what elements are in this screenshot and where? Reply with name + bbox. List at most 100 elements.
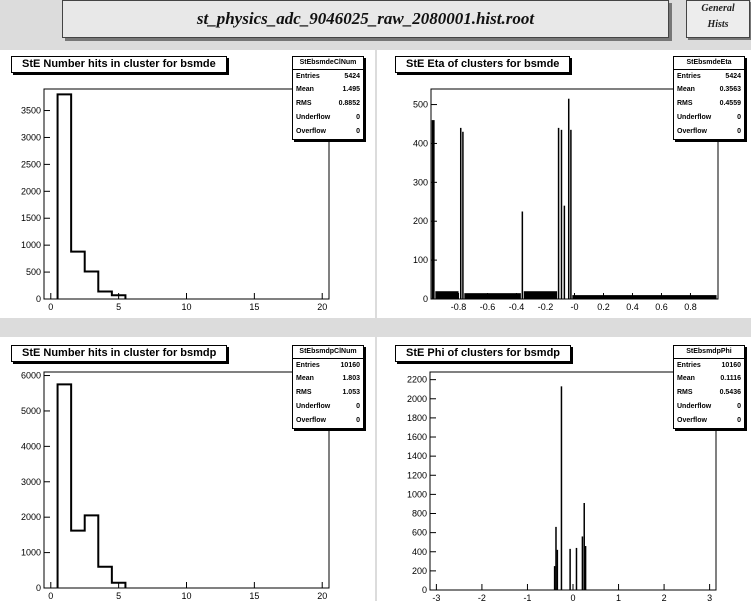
stats-box: StEbsmdeEta Entries 5424 Mean 0.3563 RMS 0.455… <box>673 56 745 140</box>
stats-row-mean: Mean 0.1116 <box>674 372 744 386</box>
x-tick-label: 0 <box>48 302 53 312</box>
stats-label: Overflow <box>296 417 326 424</box>
histogram-bin <box>521 211 524 299</box>
x-tick-label: 20 <box>317 302 327 312</box>
stats-value: 0.1116 <box>720 375 741 382</box>
y-tick-label: 3500 <box>21 106 41 116</box>
x-tick-label: 5 <box>116 591 121 601</box>
y-tick-label: 1500 <box>21 213 41 223</box>
y-tick-label: 0 <box>36 294 41 304</box>
stats-value: 0.8852 <box>338 100 360 107</box>
general-hists-box[interactable]: General Hists <box>686 0 750 38</box>
y-tick-label: 2500 <box>21 159 41 169</box>
file-title: st_physics_adc_9046025_raw_2080001.hist.… <box>196 9 535 28</box>
stats-value: 0.5436 <box>719 389 741 396</box>
stats-row-underflow: Underflow 0 <box>293 111 363 125</box>
x-tick-label: 15 <box>249 591 259 601</box>
histogram-bin <box>462 131 464 299</box>
histogram-bin <box>572 295 717 299</box>
stats-value: 1.495 <box>342 86 360 93</box>
stats-value: 5424 <box>725 73 741 80</box>
stats-value: 0 <box>356 403 360 410</box>
x-tick-label: 3 <box>707 593 712 601</box>
panel-title: StE Number hits in cluster for bsmdp <box>11 345 228 362</box>
stats-row-rms: RMS 0.8852 <box>293 97 363 111</box>
histogram-panel-bsmdp-phi: 0 200 400 600 800 1000 1200 1400 1600 1800 2000 220… <box>377 337 751 601</box>
y-tick-label: 200 <box>413 216 428 226</box>
stats-row-overflow: Overflow 0 <box>674 125 744 139</box>
stats-row-mean: Mean 1.495 <box>293 83 363 97</box>
stats-value: 0 <box>737 417 741 424</box>
stats-value: 5424 <box>344 73 360 80</box>
stats-row-mean: Mean 1.803 <box>293 372 363 386</box>
y-tick-label: 0 <box>422 585 427 595</box>
stats-row-entries: Entries 10160 <box>293 359 363 372</box>
stats-row-overflow: Overflow 0 <box>674 414 744 428</box>
stats-row-underflow: Underflow 0 <box>674 111 744 125</box>
x-tick-label: -0.2 <box>538 302 554 312</box>
stats-label: Mean <box>677 86 695 93</box>
x-tick-label: 2 <box>662 593 667 601</box>
stats-value: 10160 <box>340 362 360 369</box>
stats-label: Entries <box>677 73 701 80</box>
histogram-bin <box>464 293 521 299</box>
stats-label: RMS <box>296 389 312 396</box>
y-tick-label: 1400 <box>407 451 427 461</box>
plot-frame <box>429 371 717 591</box>
histogram-bin <box>557 127 560 299</box>
stats-value: 10160 <box>721 362 741 369</box>
histogram-plot: 0 100 200 300 400 500 -0.8 -0.6 -0.4 -0.2 -0 0.2 0.4… <box>413 88 719 312</box>
panel-title: StE Number hits in cluster for bsmde <box>11 56 227 73</box>
x-tick-label: 0 <box>570 593 575 601</box>
x-tick-label: 10 <box>181 302 191 312</box>
stats-name: StEbsmdpPhi <box>674 346 744 359</box>
histogram-bin <box>563 205 566 299</box>
corner-label-hists: Hists <box>707 19 729 30</box>
histogram-bin <box>583 502 585 590</box>
x-tick-label: 1 <box>616 593 621 601</box>
y-tick-label: 2000 <box>21 512 41 522</box>
stats-name: StEbsmdeClNum <box>293 57 363 70</box>
stats-label: Mean <box>296 375 314 382</box>
panel-title: StE Phi of clusters for bsmdp <box>395 345 572 362</box>
stats-row-entries: Entries 10160 <box>674 359 744 372</box>
histogram-bin <box>555 526 557 590</box>
stats-label: Overflow <box>677 128 707 135</box>
y-tick-label: 600 <box>412 528 427 538</box>
y-tick-label: 200 <box>412 566 427 576</box>
histogram-bin <box>584 546 587 590</box>
y-tick-label: 0 <box>36 583 41 593</box>
y-tick-label: 3000 <box>21 132 41 142</box>
stats-label: RMS <box>677 100 693 107</box>
histogram-bin <box>523 291 558 299</box>
stats-row-overflow: Overflow 0 <box>293 414 363 428</box>
x-tick-label: -2 <box>478 593 486 601</box>
histogram-bin <box>581 536 584 590</box>
stats-label: RMS <box>677 389 693 396</box>
histogram-plot: 0 500 1000 1500 2000 2500 3000 3500 0 5 10 15 20 <box>21 88 330 312</box>
y-tick-label: 100 <box>413 255 428 265</box>
y-tick-label: 0 <box>423 294 428 304</box>
y-tick-label: 1000 <box>407 489 427 499</box>
histogram-bin <box>567 98 570 299</box>
stats-label: Underflow <box>677 114 712 121</box>
y-tick-label: 300 <box>413 177 428 187</box>
x-tick-label: 20 <box>317 591 327 601</box>
stats-label: Underflow <box>296 114 331 121</box>
x-tick-label: 5 <box>116 302 121 312</box>
y-tick-label: 1000 <box>21 548 41 558</box>
stats-name: StEbsmdeEta <box>674 57 744 70</box>
stats-label: Underflow <box>677 403 712 410</box>
y-tick-label: 5000 <box>21 406 41 416</box>
x-tick-label: 0.8 <box>684 302 697 312</box>
stats-label: Underflow <box>296 403 331 410</box>
histogram-bin <box>560 129 563 299</box>
stats-value: 0 <box>356 417 360 424</box>
y-tick-label: 1600 <box>407 432 427 442</box>
y-tick-label: 800 <box>412 509 427 519</box>
x-tick-label: 0.6 <box>655 302 668 312</box>
x-tick-label: -3 <box>432 593 440 601</box>
x-tick-label: -1 <box>523 593 531 601</box>
stats-value: 0 <box>737 403 741 410</box>
stats-value: 1.803 <box>342 375 360 382</box>
